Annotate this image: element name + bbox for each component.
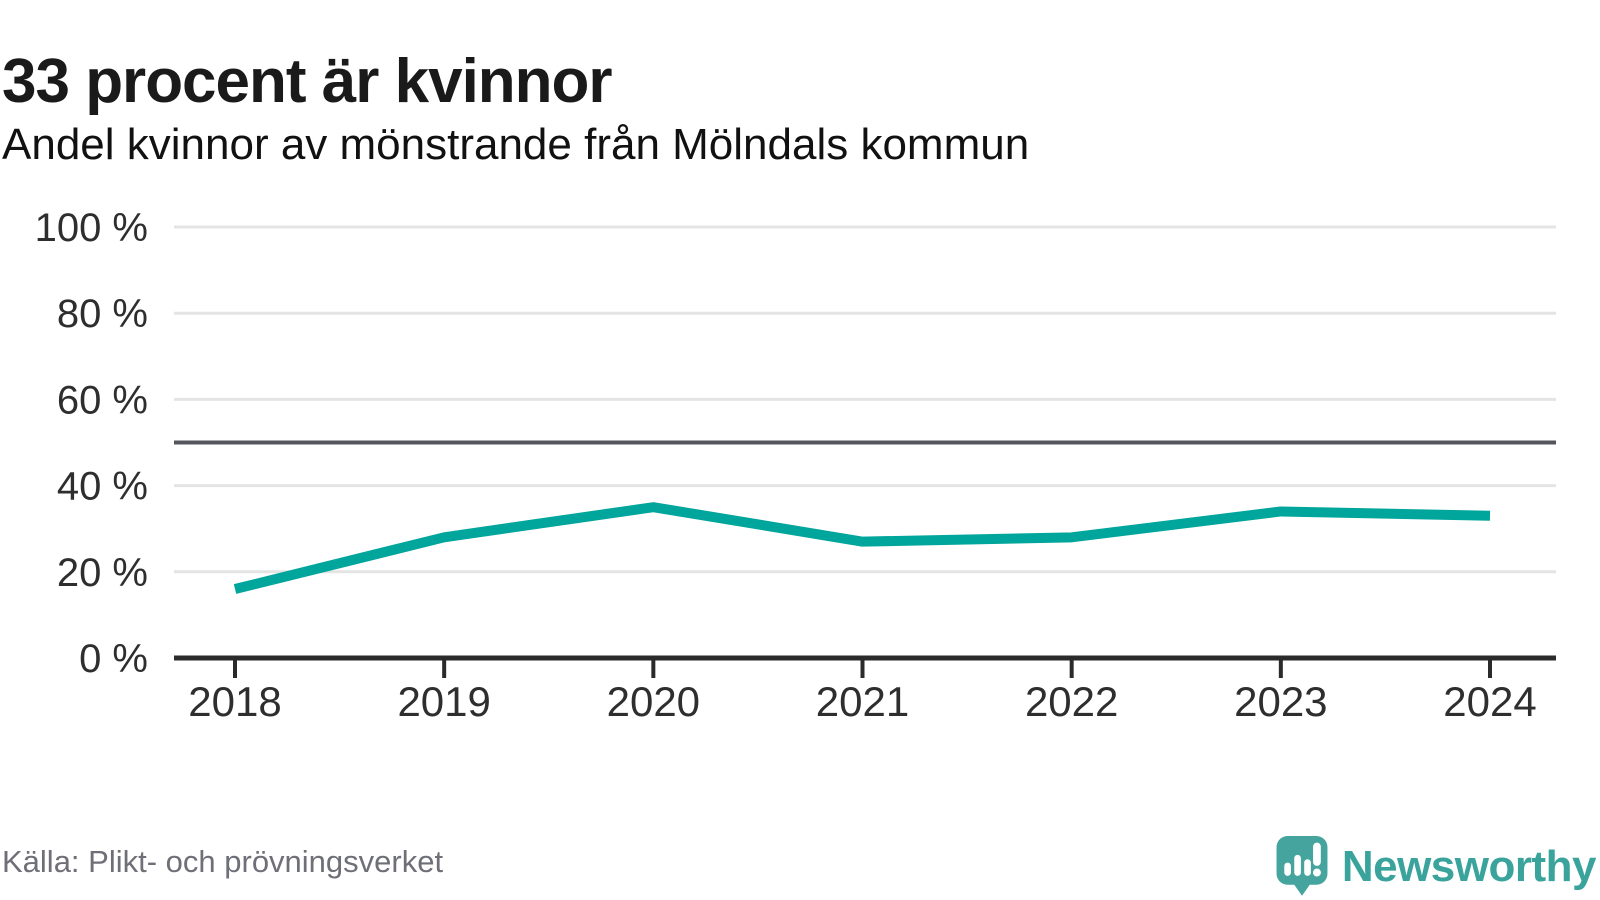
x-tick-label: 2020 bbox=[607, 678, 700, 725]
y-tick-label: 20 % bbox=[57, 551, 148, 595]
newsworthy-logo: Newsworthy bbox=[1276, 836, 1597, 898]
x-tick-label: 2022 bbox=[1025, 678, 1118, 725]
source-note: Källa: Plikt- och prövningsverket bbox=[2, 844, 444, 879]
y-tick-label: 40 % bbox=[57, 465, 148, 509]
x-tick-label: 2019 bbox=[397, 678, 490, 725]
x-tick-label: 2018 bbox=[188, 678, 281, 725]
newsworthy-wordmark: Newsworthy bbox=[1341, 842, 1597, 891]
page-title: 33 procent är kvinnor bbox=[2, 46, 613, 116]
y-tick-label: 100 % bbox=[35, 206, 148, 250]
newsworthy-bubble-chart-icon bbox=[1276, 836, 1328, 896]
x-tick-label: 2023 bbox=[1234, 678, 1327, 725]
chart-subtitle: Andel kvinnor av mönstrande från Mölndal… bbox=[2, 120, 1030, 169]
y-tick-label: 80 % bbox=[57, 292, 148, 336]
x-tick-label: 2021 bbox=[816, 678, 909, 725]
trend-line bbox=[233, 502, 1491, 594]
x-tick-label: 2024 bbox=[1443, 678, 1536, 725]
y-tick-label: 0 % bbox=[79, 637, 148, 681]
y-tick-label: 60 % bbox=[57, 378, 148, 422]
